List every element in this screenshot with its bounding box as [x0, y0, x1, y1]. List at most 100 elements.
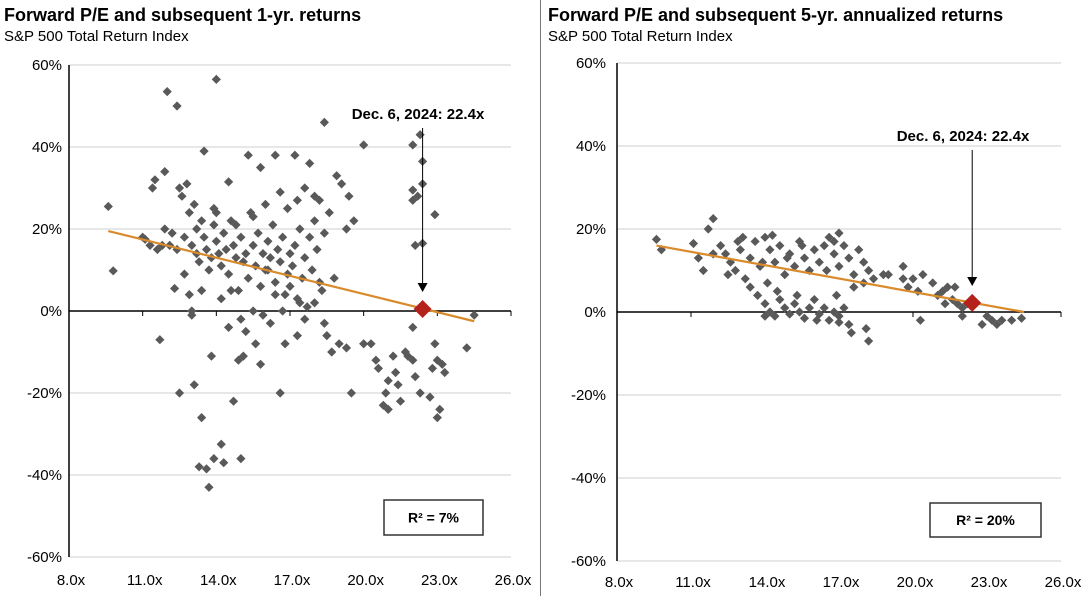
data-point [730, 265, 740, 276]
data-point [290, 240, 300, 250]
data-point [238, 351, 248, 361]
data-point [829, 307, 839, 317]
data-point [395, 396, 406, 406]
data-point [992, 319, 1002, 330]
data-point [770, 257, 780, 267]
data-point [280, 290, 290, 300]
data-point [209, 203, 219, 214]
data-point [834, 317, 844, 327]
data-point [430, 339, 440, 349]
data-point [770, 311, 780, 321]
data-point [849, 270, 859, 280]
data-point [775, 241, 785, 251]
data-point [231, 253, 241, 263]
data-point [243, 150, 253, 160]
y-tick-label: -40% [571, 470, 606, 487]
data-point [767, 230, 777, 240]
data-point [312, 244, 322, 255]
chart-title: Forward P/E and subsequent 5-yr. annuali… [548, 5, 1004, 25]
data-point [309, 216, 320, 226]
data-point [324, 208, 334, 218]
data-point [201, 244, 212, 255]
data-point [224, 322, 234, 332]
data-point [204, 482, 214, 492]
data-point [285, 249, 295, 259]
annotation-label: Dec. 6, 2024: 22.4x [352, 106, 485, 123]
data-point [864, 265, 874, 276]
annotation-label: Dec. 6, 2024: 22.4x [897, 128, 1030, 145]
data-point [809, 245, 819, 255]
data-point [317, 285, 327, 296]
data-point [285, 281, 295, 291]
data-point [812, 315, 822, 325]
data-point [720, 249, 731, 259]
data-point [155, 335, 165, 345]
data-point [248, 212, 258, 222]
data-point [209, 220, 219, 230]
data-point [341, 343, 352, 353]
data-point [814, 257, 824, 267]
data-point [839, 241, 849, 251]
data-point [219, 228, 229, 238]
data-point [147, 183, 158, 193]
data-point [201, 464, 212, 474]
data-point [716, 241, 726, 251]
arrow-head-icon [967, 277, 978, 286]
data-point [831, 290, 842, 300]
data-point [103, 201, 113, 212]
data-point [231, 220, 241, 230]
data-point [797, 241, 807, 251]
data-point [228, 240, 239, 250]
data-point [755, 261, 765, 271]
data-point [413, 191, 423, 201]
data-point [745, 253, 755, 263]
data-point [425, 392, 435, 402]
data-point [432, 413, 442, 423]
data-point [427, 363, 438, 373]
data-point [957, 303, 967, 313]
data-point [415, 388, 425, 398]
data-point [918, 270, 928, 280]
data-point [341, 224, 352, 234]
data-point [408, 195, 418, 205]
data-point [839, 303, 849, 313]
data-point [233, 355, 244, 365]
data-point [950, 282, 960, 292]
data-point [197, 413, 207, 423]
data-point [725, 257, 736, 267]
data-point [822, 265, 832, 276]
data-point [792, 290, 802, 300]
data-point [834, 311, 844, 321]
data-point [794, 236, 805, 247]
data-point [319, 228, 329, 238]
data-point [819, 241, 829, 251]
data-point [211, 74, 221, 84]
data-point [243, 273, 253, 283]
data-point [997, 315, 1007, 325]
data-point [344, 191, 354, 201]
data-point [1016, 313, 1027, 323]
y-tick-label: 0% [584, 304, 606, 321]
y-tick-label: 20% [576, 221, 606, 238]
data-point [760, 232, 770, 242]
data-point [790, 261, 800, 271]
data-point [708, 214, 718, 224]
data-point [780, 270, 790, 280]
data-point [167, 228, 177, 238]
data-point [440, 367, 450, 378]
data-point [733, 236, 743, 247]
data-point [221, 244, 231, 255]
data-point [762, 278, 773, 288]
chart-subtitle: S&P 500 Total Return Index [548, 28, 733, 45]
data-point [179, 232, 190, 242]
data-point [295, 298, 305, 308]
data-point [760, 299, 770, 309]
data-point [469, 310, 479, 320]
data-point [224, 269, 234, 279]
data-point [251, 339, 261, 349]
data-point [765, 245, 775, 255]
data-point [248, 306, 258, 316]
data-point [735, 245, 745, 255]
data-point [366, 339, 376, 349]
